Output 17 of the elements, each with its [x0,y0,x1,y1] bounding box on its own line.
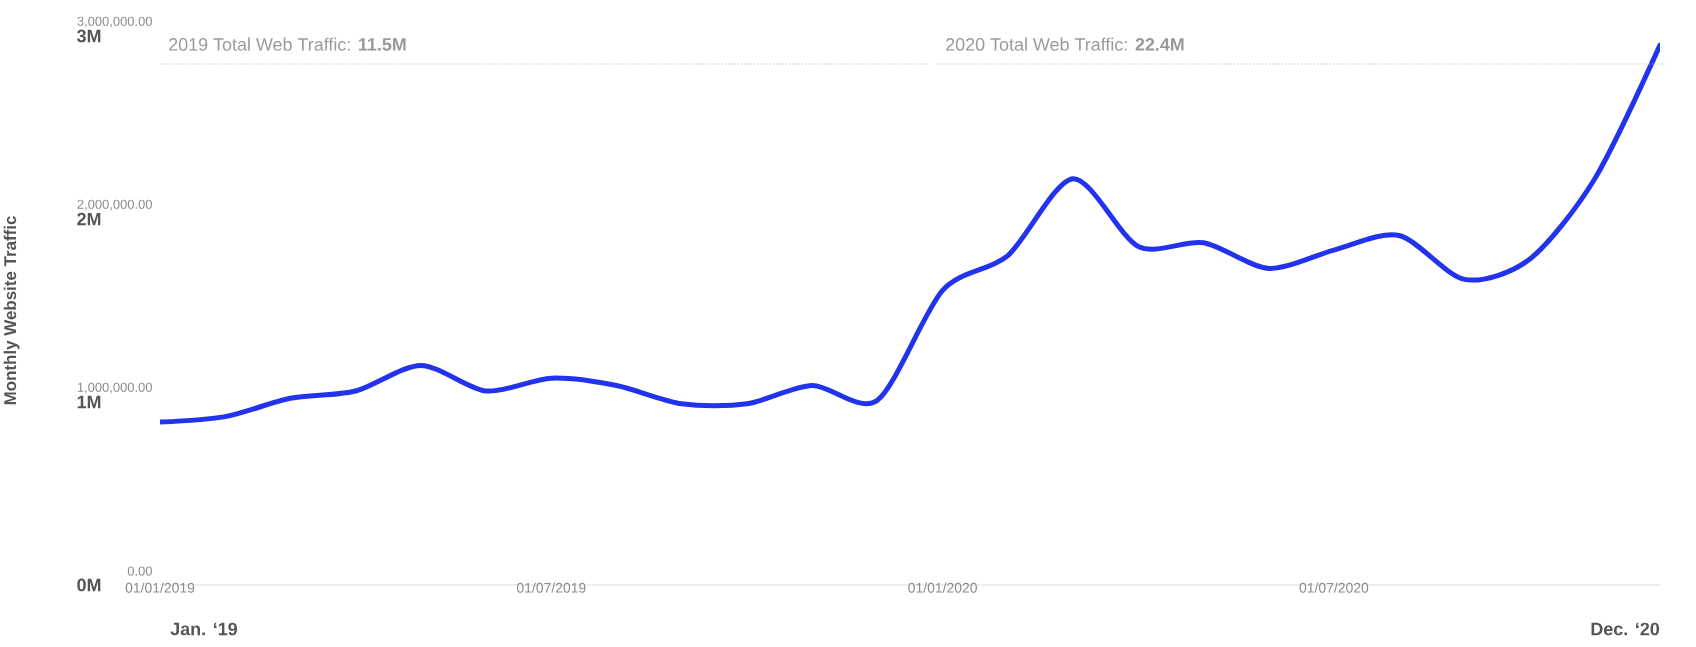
annotation: 2019 Total Web Traffic: 11.5M [169,37,406,51]
text: Jan. ‘19 [170,622,237,636]
y2-tick-label: 0.00 [127,566,152,576]
y-tick-label: 3M [76,29,101,43]
x-tick-label: 01/07/2020 [1299,582,1369,593]
text: Dec. ‘20 [1591,622,1660,636]
y-tick-label: 1M [77,395,101,409]
x-tick-label: 01/01/2019 [125,582,195,593]
y-tick-label: 2M [77,212,101,226]
y2-tick-label: 3,000,000.00 [77,16,152,28]
y2-tick-label: 1,000,000.00 [77,382,152,394]
y-axis-title: Monthly Website Traffic [3,216,20,405]
annotation: 2020 Total Web Traffic: 22.4M [946,37,1184,51]
y-tick-label: 0M [77,578,101,592]
x-tick-label: 01/07/2019 [516,582,586,593]
y2-tick-label: 2,000,000.00 [77,199,152,211]
x-tick-label: 01/01/2020 [908,582,977,593]
